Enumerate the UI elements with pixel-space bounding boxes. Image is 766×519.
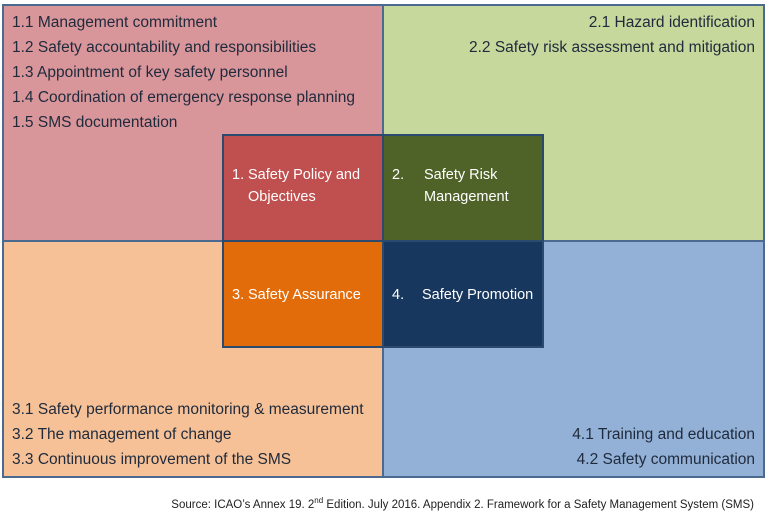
core-label-line: Safety Assurance (248, 287, 361, 303)
core-box-safety-assurance: 3. Safety Assurance (222, 240, 384, 348)
core-box-safety-promotion: 4. Safety Promotion (382, 240, 544, 348)
list-item: 4.2 Safety communication (576, 451, 755, 468)
core-number: 2. (392, 167, 405, 183)
list-item: 2.1 Hazard identification (588, 14, 755, 31)
list-item: 3.2 The management of change (12, 426, 232, 443)
list-item: 1.2 Safety accountability and responsibi… (12, 39, 317, 56)
core-label-line: Safety Promotion (422, 287, 534, 303)
list-item: 3.3 Continuous improvement of the SMS (12, 451, 292, 468)
quadrant-safety-promotion-items: 4.1 Training and education 4.2 Safety co… (572, 422, 755, 472)
core-number: 3. (232, 287, 245, 303)
list-item: 1.4 Coordination of emergency response p… (12, 89, 355, 106)
core-label: Safety Policy and Objectives (248, 164, 360, 208)
list-item: 4.1 Training and education (572, 426, 755, 443)
core-label: Safety Promotion (422, 284, 533, 306)
core-number: 1. (232, 167, 245, 183)
quadrant-safety-policy-items: 1.1 Management commitment 1.2 Safety acc… (12, 10, 355, 135)
core-label-line: Management (424, 189, 509, 205)
list-item: 3.1 Safety performance monitoring & meas… (12, 401, 364, 418)
quadrant-safety-policy: 1.1 Management commitment 1.2 Safety acc… (2, 4, 384, 242)
source-suffix: Edition. July 2016. Appendix 2. Framewor… (323, 498, 754, 511)
core-box-safety-policy: 1. Safety Policy and Objectives (222, 134, 384, 242)
quadrant-safety-risk-items: 2.1 Hazard identification 2.2 Safety ris… (469, 10, 755, 60)
core-label: Safety Assurance (248, 284, 361, 306)
core-number: 4. (392, 287, 405, 303)
core-label: Safety Risk Management (424, 164, 509, 208)
list-item: 1.1 Management commitment (12, 14, 218, 31)
source-prefix: Source: ICAO’s Annex 19. 2 (171, 498, 315, 511)
list-item: 1.3 Appointment of key safety personnel (12, 64, 288, 81)
core-label-line: Safety Risk (424, 167, 498, 183)
list-item: 1.5 SMS documentation (12, 114, 178, 131)
list-item: 2.2 Safety risk assessment and mitigatio… (468, 39, 755, 56)
quadrant-safety-assurance: 3.1 Safety performance monitoring & meas… (2, 240, 384, 478)
source-caption: Source: ICAO’s Annex 19. 2nd Edition. Ju… (171, 496, 754, 511)
quadrant-safety-assurance-items: 3.1 Safety performance monitoring & meas… (12, 397, 364, 472)
core-label-line: Safety Policy and (248, 167, 361, 183)
core-box-safety-risk: 2. Safety Risk Management (382, 134, 544, 242)
source-superscript: nd (314, 496, 324, 505)
core-label-line: Objectives (248, 189, 316, 205)
